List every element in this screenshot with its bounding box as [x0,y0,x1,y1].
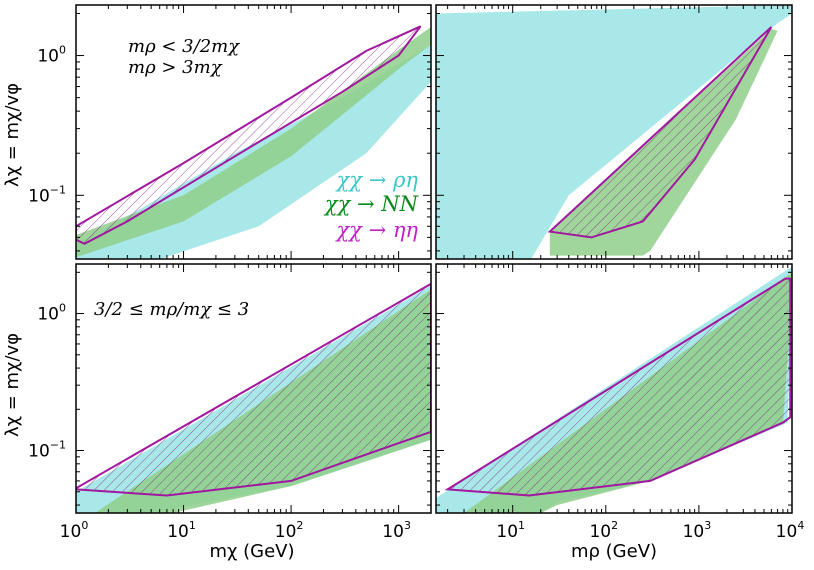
y-tick-label: 10−1 [28,439,66,462]
top-right-region-eta-eta-outline [547,26,773,239]
bottom-left-region-eta-eta-outline [76,282,431,497]
top-left-region-NN [76,27,431,258]
annotation-top-line1: mρ < 3/2mχ [128,36,240,57]
x-tick-label: 103 [683,519,712,542]
top-right-frame [435,4,793,260]
annotation-bottom: 3/2 ≤ mρ/mχ ≤ 3 [94,299,249,320]
y-tick-label: 10−1 [28,183,66,206]
bottom-right-region-eta-eta-hatch [447,278,791,496]
legend-eta-eta: χχ → ηη [334,218,418,242]
top-left-region-eta-eta-outline [76,25,422,245]
annotation-top-line2: mρ > 3mχ [128,57,223,78]
panel-top-left: 100 10−1 [28,4,432,260]
y-tick-label: 100 [37,44,66,67]
x-tick-label: 101 [496,519,525,542]
legend-nn: χχ → NN [323,192,419,216]
legend-rho-eta: χχ → ρη [335,168,419,192]
panel-bottom-left: 100 10−1 100 101 102 103 [28,263,432,542]
y-axis-label-bottom: λχ = mχ/vφ [2,333,23,437]
x-axis-label-right: mρ (GeV) [571,541,657,562]
panel-top-right [435,4,793,260]
x-tick-label: 104 [776,519,805,542]
x-axis-label-left: mχ (GeV) [209,541,294,562]
top-right-region-eta-eta-hatch [549,27,772,238]
x-tick-label: 100 [60,519,89,542]
y-tick-label: 100 [37,302,66,325]
x-tick-label: 102 [589,519,618,542]
bottom-left-region-eta-eta-hatch [76,283,431,496]
x-tick-label: 101 [167,519,196,542]
bottom-right-region-eta-eta-outline [444,277,792,497]
x-tick-label: 102 [275,519,304,542]
bottom-right-frame [435,263,793,514]
y-axis-label-top: λχ = mχ/vφ [2,83,23,187]
top-right-region-rho-eta [436,5,792,259]
x-tick-label: 103 [382,519,411,542]
bottom-left-frame [75,263,432,514]
top-left-frame [75,4,432,260]
panel-bottom-right: 101 102 103 104 [435,263,805,542]
top-left-region-eta-eta-hatch [76,26,421,244]
